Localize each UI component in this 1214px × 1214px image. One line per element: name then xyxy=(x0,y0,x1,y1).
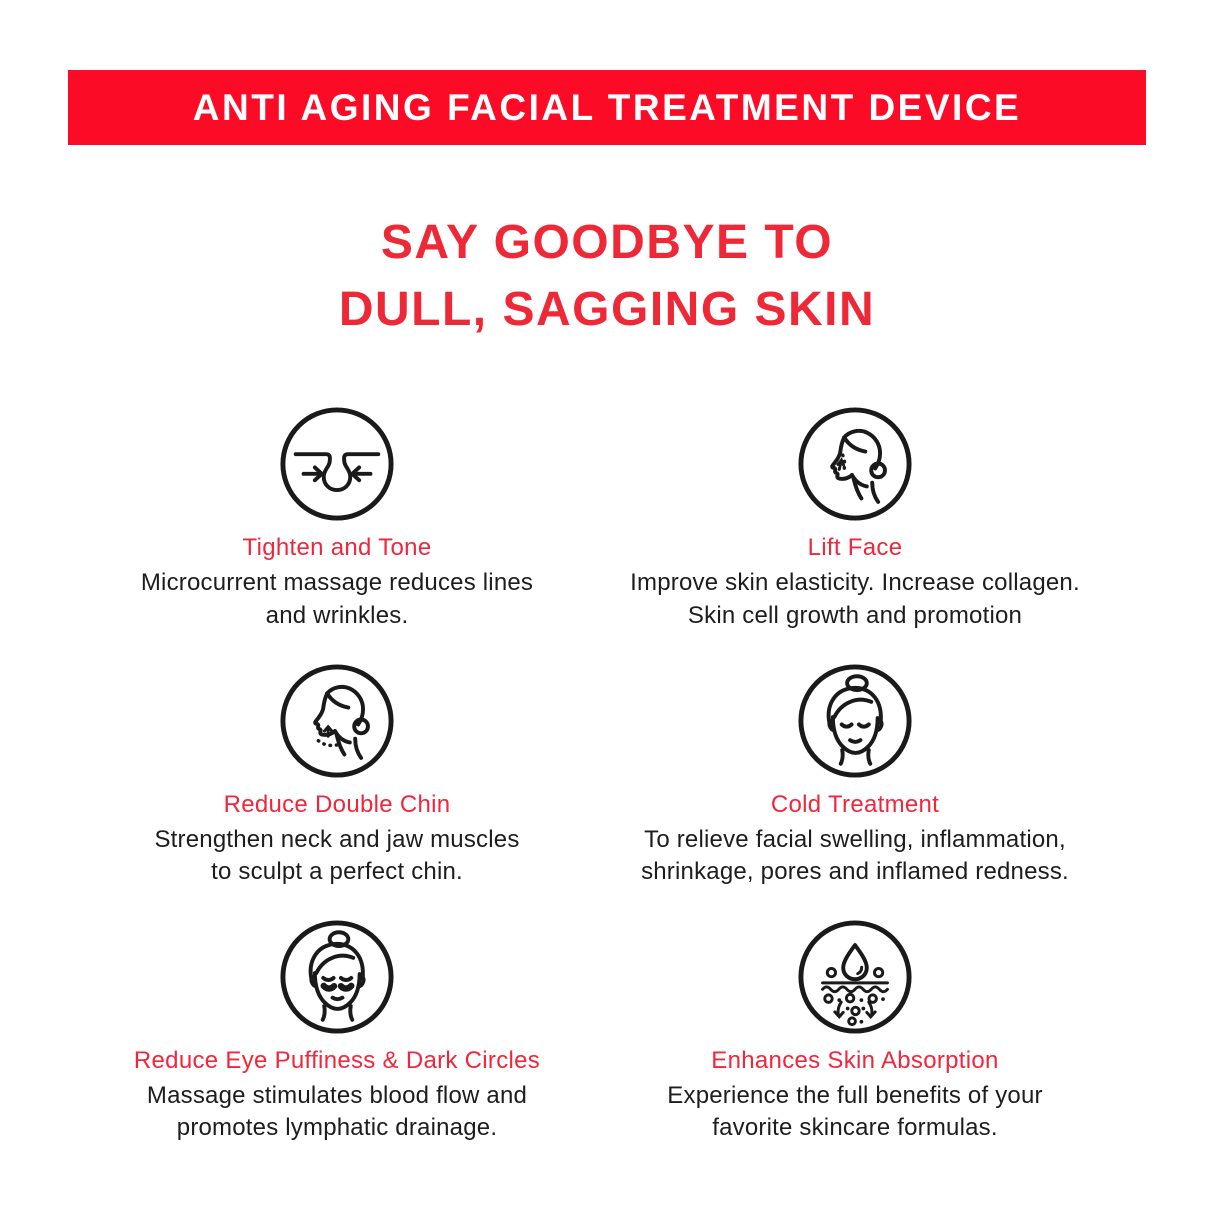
feature-enhances-skin-absorption: Enhances Skin Absorption Experience the … xyxy=(605,918,1105,1144)
feature-description: Massage stimulates blood flow and promot… xyxy=(146,1082,528,1142)
feature-description: Improve skin elasticity. Increase collag… xyxy=(630,569,1080,629)
feature-cold-treatment: Cold Treatment To relieve facial swellin… xyxy=(605,662,1105,888)
feature-description: Experience the full benefits of your fav… xyxy=(667,1082,1043,1142)
feature-title: Lift Face xyxy=(807,534,903,562)
feature-tighten-and-tone: Tighten and Tone Microcurrent massage re… xyxy=(87,405,587,631)
calm-face-icon xyxy=(796,662,914,780)
feature-reduce-double-chin: Reduce Double Chin Strengthen neck and j… xyxy=(87,662,587,888)
banner-title: ANTI AGING FACIAL TREATMENT DEVICE xyxy=(192,86,1022,128)
header-banner: ANTI AGING FACIAL TREATMENT DEVICE xyxy=(68,70,1146,145)
features-grid: Tighten and Tone Microcurrent massage re… xyxy=(87,405,1214,1144)
feature-lift-face: Lift Face Improve skin elasticity. Incre… xyxy=(605,405,1105,631)
double-chin-profile-icon xyxy=(278,662,396,780)
feature-title: Cold Treatment xyxy=(770,790,940,818)
face-lift-profile-icon xyxy=(796,405,914,523)
feature-reduce-eye-puffiness: Reduce Eye Puffiness & Dark Circles Mass… xyxy=(87,918,587,1144)
headline: SAY GOODBYE TO DULL, SAGGING SKIN xyxy=(338,216,876,337)
skin-absorption-icon xyxy=(796,918,914,1036)
feature-title: Enhances Skin Absorption xyxy=(711,1047,999,1074)
pore-tightening-icon xyxy=(278,405,396,523)
feature-description: Microcurrent massage reduces lines and w… xyxy=(140,569,534,629)
feature-title: Reduce Eye Puffiness & Dark Circles xyxy=(133,1047,541,1074)
feature-description: To relieve facial swelling, inflammation… xyxy=(641,825,1069,885)
feature-title: Tighten and Tone xyxy=(242,534,432,562)
feature-title: Reduce Double Chin xyxy=(223,790,451,818)
feature-description: Strengthen neck and jaw muscles to sculp… xyxy=(154,825,520,885)
eye-patch-face-icon xyxy=(278,918,396,1036)
